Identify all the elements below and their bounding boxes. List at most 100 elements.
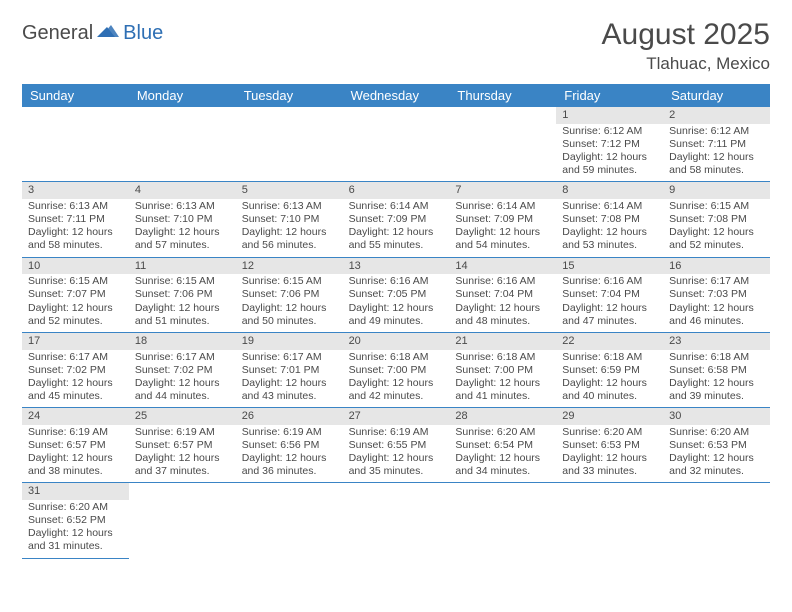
sunrise: Sunrise: 6:16 AM [562, 275, 657, 288]
daylight: Daylight: 12 hours and 56 minutes. [242, 226, 337, 252]
date-number: 10 [22, 258, 129, 275]
day-header: Saturday [663, 84, 770, 107]
sunrise: Sunrise: 6:20 AM [669, 426, 764, 439]
sunrise: Sunrise: 6:19 AM [28, 426, 123, 439]
date-number: 12 [236, 258, 343, 275]
daylight: Daylight: 12 hours and 34 minutes. [455, 452, 550, 478]
calendar-cell: 3Sunrise: 6:13 AMSunset: 7:11 PMDaylight… [22, 182, 129, 256]
day-details: Sunrise: 6:18 AMSunset: 7:00 PMDaylight:… [449, 350, 556, 408]
daylight: Daylight: 12 hours and 53 minutes. [562, 226, 657, 252]
calendar-cell [129, 483, 236, 558]
date-number: 14 [449, 258, 556, 275]
sunrise: Sunrise: 6:18 AM [349, 351, 444, 364]
date-number: 9 [663, 182, 770, 199]
day-details: Sunrise: 6:13 AMSunset: 7:10 PMDaylight:… [129, 199, 236, 257]
sunset: Sunset: 7:02 PM [28, 364, 123, 377]
calendar-cell: 31Sunrise: 6:20 AMSunset: 6:52 PMDayligh… [22, 483, 129, 558]
sunset: Sunset: 7:04 PM [455, 288, 550, 301]
sunset: Sunset: 7:09 PM [455, 213, 550, 226]
day-details: Sunrise: 6:12 AMSunset: 7:11 PMDaylight:… [663, 124, 770, 182]
daylight: Daylight: 12 hours and 42 minutes. [349, 377, 444, 403]
daylight: Daylight: 12 hours and 57 minutes. [135, 226, 230, 252]
logo: General Blue [22, 18, 163, 45]
calendar-cell: 1Sunrise: 6:12 AMSunset: 7:12 PMDaylight… [556, 107, 663, 181]
calendar-cell: 16Sunrise: 6:17 AMSunset: 7:03 PMDayligh… [663, 258, 770, 332]
sunset: Sunset: 6:56 PM [242, 439, 337, 452]
day-header: Wednesday [343, 84, 450, 107]
calendar-cell: 12Sunrise: 6:15 AMSunset: 7:06 PMDayligh… [236, 258, 343, 332]
calendar-cell: 5Sunrise: 6:13 AMSunset: 7:10 PMDaylight… [236, 182, 343, 256]
calendar-cell: 19Sunrise: 6:17 AMSunset: 7:01 PMDayligh… [236, 333, 343, 407]
date-number: 6 [343, 182, 450, 199]
date-number: 11 [129, 258, 236, 275]
sunrise: Sunrise: 6:18 AM [455, 351, 550, 364]
day-details: Sunrise: 6:16 AMSunset: 7:04 PMDaylight:… [449, 274, 556, 332]
sunset: Sunset: 7:10 PM [135, 213, 230, 226]
day-header: Tuesday [236, 84, 343, 107]
logo-text-blue: Blue [123, 22, 163, 45]
week-row: 1Sunrise: 6:12 AMSunset: 7:12 PMDaylight… [22, 107, 770, 182]
sunset: Sunset: 6:52 PM [28, 514, 123, 527]
calendar-cell: 11Sunrise: 6:15 AMSunset: 7:06 PMDayligh… [129, 258, 236, 332]
sunrise: Sunrise: 6:17 AM [242, 351, 337, 364]
daylight: Daylight: 12 hours and 40 minutes. [562, 377, 657, 403]
sunrise: Sunrise: 6:19 AM [135, 426, 230, 439]
sunrise: Sunrise: 6:14 AM [562, 200, 657, 213]
daylight: Daylight: 12 hours and 38 minutes. [28, 452, 123, 478]
calendar-cell: 21Sunrise: 6:18 AMSunset: 7:00 PMDayligh… [449, 333, 556, 407]
sunset: Sunset: 7:08 PM [669, 213, 764, 226]
calendar: Sunday Monday Tuesday Wednesday Thursday… [22, 84, 770, 559]
sunset: Sunset: 7:10 PM [242, 213, 337, 226]
sunset: Sunset: 7:08 PM [562, 213, 657, 226]
day-details: Sunrise: 6:18 AMSunset: 6:59 PMDaylight:… [556, 350, 663, 408]
week-row: 17Sunrise: 6:17 AMSunset: 7:02 PMDayligh… [22, 333, 770, 408]
daylight: Daylight: 12 hours and 32 minutes. [669, 452, 764, 478]
daylight: Daylight: 12 hours and 58 minutes. [28, 226, 123, 252]
calendar-cell: 15Sunrise: 6:16 AMSunset: 7:04 PMDayligh… [556, 258, 663, 332]
sunrise: Sunrise: 6:20 AM [28, 501, 123, 514]
calendar-cell: 26Sunrise: 6:19 AMSunset: 6:56 PMDayligh… [236, 408, 343, 482]
daylight: Daylight: 12 hours and 31 minutes. [28, 527, 123, 553]
calendar-cell [449, 107, 556, 181]
calendar-cell: 18Sunrise: 6:17 AMSunset: 7:02 PMDayligh… [129, 333, 236, 407]
calendar-cell: 27Sunrise: 6:19 AMSunset: 6:55 PMDayligh… [343, 408, 450, 482]
day-details: Sunrise: 6:12 AMSunset: 7:12 PMDaylight:… [556, 124, 663, 182]
calendar-cell: 6Sunrise: 6:14 AMSunset: 7:09 PMDaylight… [343, 182, 450, 256]
date-number: 1 [556, 107, 663, 124]
calendar-cell: 7Sunrise: 6:14 AMSunset: 7:09 PMDaylight… [449, 182, 556, 256]
calendar-cell: 20Sunrise: 6:18 AMSunset: 7:00 PMDayligh… [343, 333, 450, 407]
day-details: Sunrise: 6:15 AMSunset: 7:06 PMDaylight:… [129, 274, 236, 332]
sunset: Sunset: 7:12 PM [562, 138, 657, 151]
sunrise: Sunrise: 6:13 AM [28, 200, 123, 213]
sunset: Sunset: 7:11 PM [669, 138, 764, 151]
day-details: Sunrise: 6:13 AMSunset: 7:11 PMDaylight:… [22, 199, 129, 257]
daylight: Daylight: 12 hours and 36 minutes. [242, 452, 337, 478]
date-number: 5 [236, 182, 343, 199]
sunrise: Sunrise: 6:17 AM [28, 351, 123, 364]
sunrise: Sunrise: 6:15 AM [135, 275, 230, 288]
daylight: Daylight: 12 hours and 41 minutes. [455, 377, 550, 403]
day-header-row: Sunday Monday Tuesday Wednesday Thursday… [22, 84, 770, 107]
day-details: Sunrise: 6:16 AMSunset: 7:05 PMDaylight:… [343, 274, 450, 332]
day-details: Sunrise: 6:19 AMSunset: 6:55 PMDaylight:… [343, 425, 450, 483]
date-number: 7 [449, 182, 556, 199]
day-details: Sunrise: 6:17 AMSunset: 7:01 PMDaylight:… [236, 350, 343, 408]
date-number: 24 [22, 408, 129, 425]
sunset: Sunset: 6:57 PM [28, 439, 123, 452]
calendar-cell: 24Sunrise: 6:19 AMSunset: 6:57 PMDayligh… [22, 408, 129, 482]
sunset: Sunset: 7:09 PM [349, 213, 444, 226]
date-number: 4 [129, 182, 236, 199]
daylight: Daylight: 12 hours and 47 minutes. [562, 302, 657, 328]
daylight: Daylight: 12 hours and 59 minutes. [562, 151, 657, 177]
calendar-cell: 22Sunrise: 6:18 AMSunset: 6:59 PMDayligh… [556, 333, 663, 407]
date-number: 26 [236, 408, 343, 425]
calendar-cell [343, 483, 450, 558]
sunrise: Sunrise: 6:13 AM [135, 200, 230, 213]
sunset: Sunset: 7:04 PM [562, 288, 657, 301]
sunrise: Sunrise: 6:14 AM [455, 200, 550, 213]
calendar-cell [663, 483, 770, 558]
calendar-cell: 17Sunrise: 6:17 AMSunset: 7:02 PMDayligh… [22, 333, 129, 407]
daylight: Daylight: 12 hours and 37 minutes. [135, 452, 230, 478]
day-details: Sunrise: 6:19 AMSunset: 6:57 PMDaylight:… [129, 425, 236, 483]
calendar-cell [449, 483, 556, 558]
